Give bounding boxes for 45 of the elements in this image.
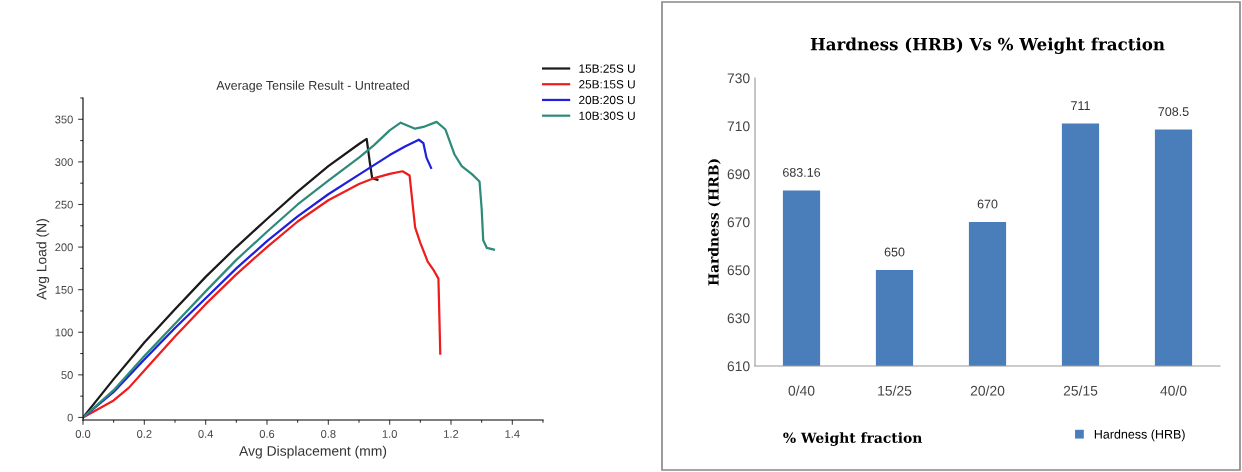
y-tick-label: 100 — [55, 328, 73, 337]
x-tick-label: 0/40 — [788, 385, 815, 396]
data-label: 650 — [884, 247, 905, 257]
y-tick-label: 250 — [55, 200, 73, 209]
legend-label: Hardness (HRB) — [1094, 429, 1185, 442]
x-tick-label: 0.0 — [75, 430, 91, 438]
y-tick-label: 630 — [727, 313, 750, 324]
y-tick-label: 350 — [55, 115, 73, 124]
legend-label: 25B:15S U — [579, 80, 635, 89]
y-tick-label: 650 — [727, 265, 750, 276]
y-axis-title: Avg Load (N) — [36, 219, 50, 300]
x-axis-title: % Weight fraction — [783, 432, 923, 446]
y-tick-label: 300 — [55, 158, 73, 167]
y-tick-label: 50 — [61, 371, 73, 379]
chart-title: Hardness (HRB) Vs % Weight fraction — [810, 37, 1165, 54]
x-tick-label: 0.6 — [259, 430, 275, 438]
line-series — [83, 120, 496, 419]
data-label: 711 — [1071, 101, 1090, 110]
legend-label: 15B:25S U — [579, 64, 635, 73]
y-tick-label: 610 — [727, 361, 750, 372]
y-tick-label: 0 — [67, 413, 73, 422]
x-tick-label: 0.2 — [137, 430, 152, 438]
x-tick-label: 1.0 — [382, 430, 397, 438]
x-tick-label: 0.8 — [321, 430, 336, 438]
x-tick-label: 20/20 — [970, 385, 1005, 396]
y-axis-title: Hardness (HRB) — [707, 159, 721, 286]
x-tick-label: 0.4 — [198, 430, 214, 438]
legend-label: 20B:20S U — [579, 95, 635, 105]
x-tick-label: 40/0 — [1160, 385, 1187, 396]
chart-title: Average Tensile Result - Untreated — [216, 80, 409, 93]
y-tick-label: 710 — [727, 121, 750, 132]
legend-label: 10B:30S U — [579, 111, 635, 120]
y-tick-label: 200 — [55, 243, 73, 252]
x-tick-label: 1.2 — [444, 430, 459, 438]
x-tick-label: 15/25 — [878, 385, 912, 396]
x-tick-label: 1.4 — [505, 430, 520, 438]
data-label: 683.16 — [783, 167, 821, 177]
data-label: 670 — [977, 199, 998, 209]
x-tick-label: 25/15 — [1063, 385, 1098, 396]
y-tick-label: 670 — [727, 217, 750, 228]
y-tick-label: 690 — [727, 169, 750, 180]
y-tick-label: 730 — [727, 73, 750, 84]
x-axis-title: Avg Displacement (mm) — [239, 445, 387, 459]
y-tick-label: 150 — [55, 285, 73, 294]
data-label: 708.5 — [1158, 107, 1189, 117]
